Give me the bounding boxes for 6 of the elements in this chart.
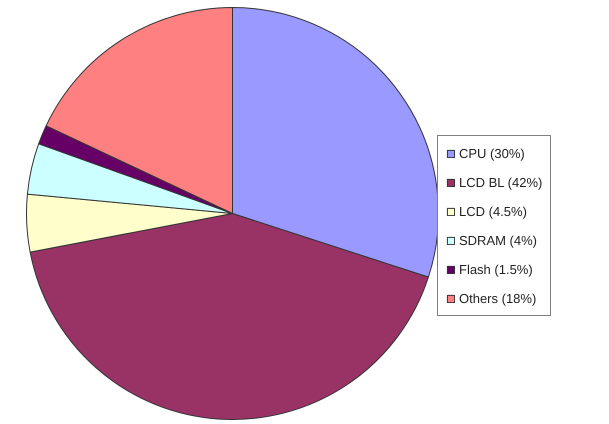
legend-label: LCD BL (42%) (459, 174, 542, 191)
legend-label: SDRAM (4%) (459, 232, 538, 249)
legend-label: Others (18%) (459, 290, 536, 307)
legend-label: CPU (30%) (459, 144, 525, 162)
legend-label: LCD (4.5%) (459, 202, 527, 220)
legend-label: Flash (1.5%) (459, 260, 533, 278)
